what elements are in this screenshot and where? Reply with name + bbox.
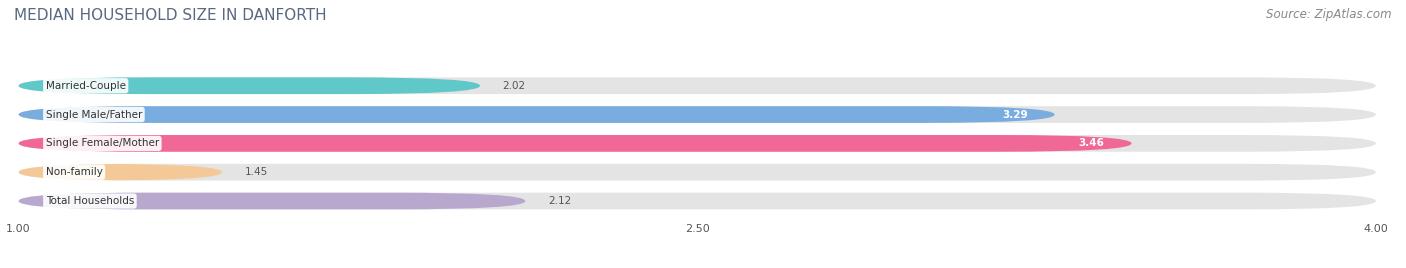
Text: Total Households: Total Households [46,196,134,206]
FancyBboxPatch shape [18,77,479,94]
Text: Single Male/Father: Single Male/Father [46,110,142,120]
FancyBboxPatch shape [18,106,1054,123]
Text: Non-family: Non-family [46,167,103,177]
FancyBboxPatch shape [18,135,1132,152]
FancyBboxPatch shape [18,164,222,181]
Text: Married-Couple: Married-Couple [46,81,125,91]
FancyBboxPatch shape [18,106,1376,123]
FancyBboxPatch shape [18,193,1376,209]
Text: 3.46: 3.46 [1078,138,1104,148]
Text: 2.12: 2.12 [548,196,571,206]
Text: MEDIAN HOUSEHOLD SIZE IN DANFORTH: MEDIAN HOUSEHOLD SIZE IN DANFORTH [14,8,326,23]
FancyBboxPatch shape [18,77,1376,94]
Text: 1.45: 1.45 [245,167,269,177]
Text: Single Female/Mother: Single Female/Mother [46,138,159,148]
Text: Source: ZipAtlas.com: Source: ZipAtlas.com [1267,8,1392,21]
Text: 2.02: 2.02 [503,81,526,91]
Text: 3.29: 3.29 [1002,110,1028,120]
FancyBboxPatch shape [18,135,1376,152]
FancyBboxPatch shape [18,164,1376,181]
FancyBboxPatch shape [18,193,526,209]
